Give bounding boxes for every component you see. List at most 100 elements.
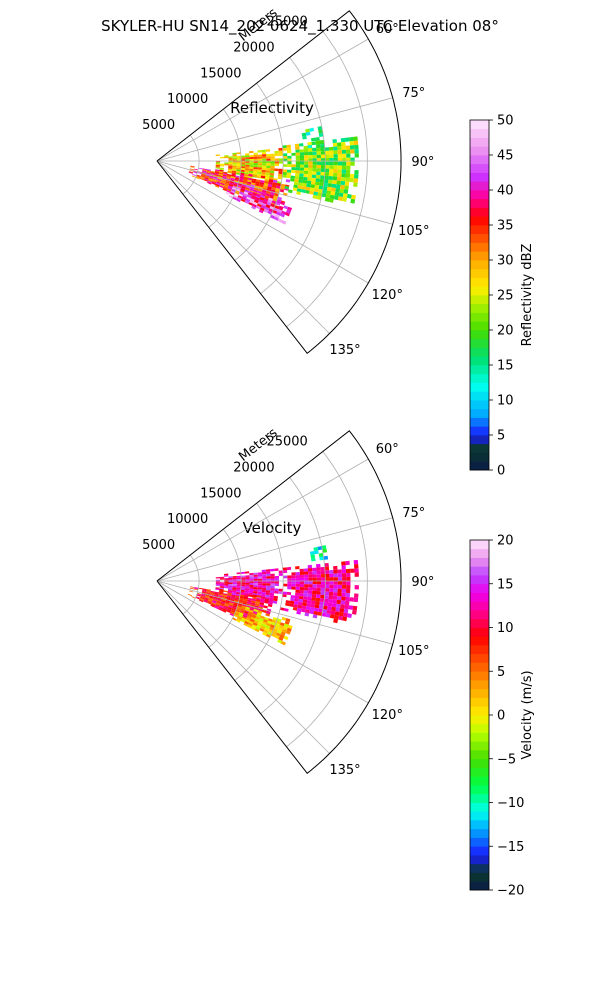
echo-cell xyxy=(238,614,243,618)
echo-cell xyxy=(281,616,287,621)
echo-cell xyxy=(277,639,283,644)
echo-cell xyxy=(196,594,201,597)
echo-cell xyxy=(231,171,237,174)
colorbar-swatch xyxy=(470,653,489,663)
echo-cell xyxy=(270,214,275,219)
echo-cell xyxy=(200,596,205,600)
echo-cell xyxy=(342,581,347,585)
echo-cell xyxy=(344,181,350,186)
echo-cell xyxy=(287,164,292,168)
echo-cell xyxy=(354,144,359,150)
echo-cell xyxy=(219,185,224,189)
colorbar-tick-label: 45 xyxy=(497,149,514,164)
echo-cell xyxy=(199,597,205,601)
echo-cell xyxy=(336,603,341,608)
echo-cell xyxy=(309,190,314,195)
echo-cell xyxy=(302,180,308,184)
echo-cell xyxy=(294,178,299,183)
echo-cell xyxy=(286,144,291,148)
echo-cell xyxy=(333,588,338,593)
echo-cell xyxy=(241,161,246,163)
echo-cell xyxy=(337,150,342,155)
echo-cell xyxy=(229,613,235,617)
echo-cell xyxy=(280,183,286,188)
echo-cell xyxy=(301,608,306,613)
colorbar-swatch xyxy=(470,583,489,593)
echo-cell xyxy=(238,612,244,616)
echo-cell xyxy=(241,616,247,620)
echo-cell xyxy=(240,188,245,192)
echo-cell xyxy=(244,593,249,596)
radial-tick-label: 25000 xyxy=(266,15,307,30)
echo-cell xyxy=(268,179,274,183)
echo-cell xyxy=(286,172,292,176)
echo-cell xyxy=(217,597,222,600)
echo-cell xyxy=(236,166,241,168)
echo-cell xyxy=(232,159,237,161)
echo-cell xyxy=(195,597,200,600)
echo-cell xyxy=(278,624,284,629)
colorbar-swatch xyxy=(470,741,489,751)
echo-cell xyxy=(313,191,319,196)
azimuth-tick-label: 135° xyxy=(329,763,360,778)
echo-cell xyxy=(333,154,338,158)
radial-tick-label: 5000 xyxy=(142,538,175,553)
echo-cell xyxy=(206,591,211,594)
echo-cell xyxy=(240,588,245,591)
echo-cell xyxy=(245,586,250,589)
echo-cell xyxy=(236,617,242,621)
echo-cell xyxy=(202,168,207,171)
echo-cell xyxy=(219,585,225,587)
echo-cell xyxy=(328,591,334,596)
echo-cell xyxy=(315,137,320,141)
echo-cell xyxy=(296,610,301,615)
echo-cell xyxy=(236,587,241,590)
radial-tick-label: 20000 xyxy=(233,460,274,475)
echo-cell xyxy=(244,173,249,177)
echo-cell xyxy=(232,161,237,163)
echo-cell xyxy=(268,618,273,622)
echo-cell xyxy=(352,605,358,611)
echo-cell xyxy=(311,174,317,179)
echo-cell xyxy=(270,590,275,594)
colorbar-swatch xyxy=(470,828,489,838)
echo-cell xyxy=(253,154,258,157)
echo-cell xyxy=(303,593,308,597)
echo-cell xyxy=(245,153,250,156)
echo-cell xyxy=(223,573,229,576)
colorbar-swatch xyxy=(470,155,489,165)
echo-cell xyxy=(333,581,338,585)
echo-cell xyxy=(224,162,229,164)
echo-cell xyxy=(232,162,237,165)
echo-cell xyxy=(304,161,309,165)
echo-cell xyxy=(264,195,270,199)
echo-cell xyxy=(333,618,339,624)
echo-cell xyxy=(333,584,338,589)
echo-cell xyxy=(312,584,317,588)
echo-cell xyxy=(205,594,210,597)
echo-cell xyxy=(273,207,279,212)
echo-cell xyxy=(283,153,288,157)
echo-cell xyxy=(262,163,267,166)
echo-cell xyxy=(243,612,248,616)
echo-cell xyxy=(245,575,250,578)
echo-cell xyxy=(208,597,214,600)
colorbar-swatch xyxy=(470,435,489,445)
echo-cell xyxy=(312,571,317,575)
echo-cell xyxy=(270,624,275,629)
echo-cell xyxy=(320,165,326,169)
echo-cell xyxy=(353,178,359,183)
echo-cell xyxy=(266,578,271,581)
echo-cell xyxy=(318,608,323,613)
echo-cell xyxy=(201,594,206,597)
echo-cell xyxy=(222,173,228,176)
echo-cell xyxy=(236,169,241,172)
echo-cell xyxy=(254,199,259,204)
echo-cell xyxy=(216,181,221,184)
echo-cell xyxy=(237,195,243,199)
echo-cell xyxy=(206,170,211,172)
echo-cell xyxy=(204,176,210,179)
echo-cell xyxy=(224,575,229,577)
echo-cell xyxy=(295,152,300,156)
echo-cell xyxy=(308,164,313,169)
